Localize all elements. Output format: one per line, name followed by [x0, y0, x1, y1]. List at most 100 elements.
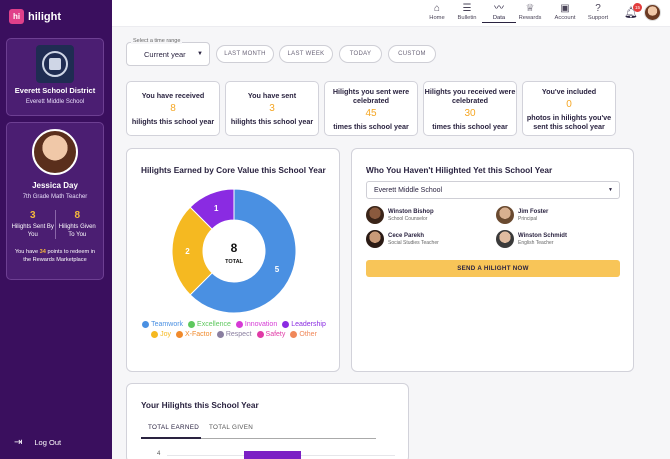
sent-card: You have sent 3 hilights this school yea…: [225, 81, 319, 136]
avatar: [496, 206, 514, 224]
donut-total: 8: [231, 241, 238, 255]
time-range-value: Current year: [144, 49, 186, 59]
legend-item-respect[interactable]: Respect: [216, 331, 252, 338]
legend-swatch: [290, 331, 298, 338]
chip-custom[interactable]: CUSTOM: [388, 45, 436, 63]
logout-label: Log Out: [34, 438, 62, 447]
brand-logo[interactable]: hi hilight: [9, 9, 61, 24]
core-value-donut-chart: 8 TOTAL 5 2 1: [171, 188, 297, 314]
your-hilights-title: Your Hilights this School Year: [141, 400, 259, 410]
person-role: English Teacher: [518, 239, 554, 246]
legend-item-leadership[interactable]: Leadership: [282, 321, 326, 328]
legend-item-other[interactable]: Other: [290, 331, 317, 338]
legend-label: Respect: [225, 331, 252, 338]
donut-slice-label: 2: [185, 247, 190, 256]
sent-card-bottom: hilights this school year: [230, 117, 314, 126]
sent-celebrated-top: Hilights you sent were celebrated: [332, 86, 410, 105]
legend-label: Other: [299, 331, 317, 338]
account-icon: ▣: [560, 3, 570, 14]
nav-account[interactable]: ▣ Account: [548, 3, 582, 21]
received-card: You have received 8 hilights this school…: [126, 81, 220, 136]
top-nav: ⌂ Home ☰ Bulletin 〰 Data ♕ Rewards ▣ Acc…: [112, 0, 670, 27]
chip-last-week[interactable]: LAST WEEK: [279, 45, 333, 63]
profile-role: 7th Grade Math Teacher: [22, 194, 88, 200]
help-icon: ?: [595, 3, 601, 14]
school-select[interactable]: Everett Middle School ▼: [366, 181, 620, 199]
person-cece-parekh[interactable]: Cece Parekh Social Studies Teacher: [366, 230, 439, 248]
sent-card-value: 3: [269, 103, 275, 114]
hilights-given-count: 8: [74, 210, 81, 221]
legend-label: X-Factor: [185, 331, 212, 338]
district-name: Everett School District: [14, 86, 96, 95]
core-value-title: Hilights Earned by Core Value this Schoo…: [141, 165, 326, 175]
active-tab-indicator: [141, 437, 201, 439]
photos-card-top: You've included: [541, 86, 597, 96]
list-icon: ☰: [462, 3, 472, 14]
nav-support[interactable]: ? Support: [581, 3, 615, 21]
unhilighted-title: Who You Haven't Hilighted Yet this Schoo…: [366, 165, 553, 175]
school-name: Everett Middle School: [25, 99, 85, 105]
profile-card: Jessica Day 7th Grade Math Teacher 3 Hil…: [6, 122, 104, 280]
legend-label: Joy: [160, 331, 171, 338]
person-winston-bishop[interactable]: Winston Bishop School Counselor: [366, 206, 434, 224]
send-hilight-button[interactable]: SEND A HILIGHT NOW: [366, 260, 620, 277]
home-icon: ⌂: [433, 3, 441, 14]
chip-last-month[interactable]: LAST MONTH: [216, 45, 274, 63]
nav-home[interactable]: ⌂ Home: [420, 3, 454, 21]
legend-swatch: [151, 331, 159, 338]
hilights-given-stat: 8 Hilights Given To You: [54, 210, 100, 240]
nav-bulletin[interactable]: ☰ Bulletin: [450, 3, 484, 21]
received-card-value: 8: [170, 103, 176, 114]
person-role: Principal: [518, 215, 538, 222]
legend-label: Leadership: [291, 321, 326, 328]
sent-celebrated-bottom: times this school year: [333, 121, 409, 131]
legend-item-excellence[interactable]: Excellence: [188, 321, 231, 328]
legend-swatch: [216, 331, 224, 338]
person-role: School Counselor: [388, 215, 428, 222]
district-card: Everett School District Everett Middle S…: [6, 38, 104, 116]
y-axis-tick: 4: [157, 451, 161, 457]
nav-home-label: Home: [429, 15, 445, 21]
person-jim-foster[interactable]: Jim Foster Principal: [496, 206, 548, 224]
received-card-top: You have received: [141, 91, 205, 100]
legend-item-safety[interactable]: Safety: [256, 331, 285, 338]
core-value-panel: Hilights Earned by Core Value this Schoo…: [126, 148, 340, 372]
legend-item-joy[interactable]: Joy: [151, 331, 171, 338]
legend-label: Teamwork: [151, 321, 184, 328]
tab-total-given[interactable]: TOTAL GIVEN: [209, 424, 254, 431]
donut-total-label: TOTAL: [225, 259, 243, 265]
trophy-icon: ♕: [525, 3, 535, 14]
profile-avatar: [32, 129, 78, 175]
legend-item-innovation[interactable]: Innovation: [235, 321, 278, 328]
hilights-sent-label: Hilights Sent By You: [11, 224, 54, 239]
legend-swatch: [176, 331, 183, 338]
photos-card-value: 0: [566, 98, 572, 110]
chip-today[interactable]: TODAY: [339, 45, 382, 63]
legend-label: Excellence: [197, 321, 231, 328]
person-name: Winston Schmidt: [518, 232, 567, 239]
legend-label: Innovation: [244, 321, 278, 328]
person-winston-schmidt[interactable]: Winston Schmidt English Teacher: [496, 230, 567, 248]
nav-rewards-label: Rewards: [518, 15, 542, 21]
tab-total-earned[interactable]: TOTAL EARNED: [148, 424, 200, 431]
legend-item-teamwork[interactable]: Teamwork: [142, 321, 183, 328]
sent-celebrated-card: Hilights you sent were celebrated 45 tim…: [324, 81, 418, 136]
legend-swatch: [235, 321, 243, 328]
avatar: [366, 206, 384, 224]
core-value-legend: Teamwork Excellence Innovation Leadership Jo…: [137, 321, 331, 338]
received-celebrated-value: 30: [464, 107, 476, 119]
nav-bulletin-label: Bulletin: [457, 15, 477, 21]
user-avatar[interactable]: [644, 4, 661, 21]
school-select-value: Everett Middle School: [374, 186, 443, 194]
person-name: Cece Parekh: [388, 232, 425, 239]
legend-item-x-factor[interactable]: X-Factor: [176, 331, 212, 338]
nav-rewards[interactable]: ♕ Rewards: [513, 3, 547, 21]
time-range-label: Select a time range: [131, 38, 183, 44]
avatar: [496, 230, 514, 248]
sent-card-top: You have sent: [247, 91, 297, 100]
trend-icon: 〰: [494, 3, 504, 14]
nav-data[interactable]: 〰 Data: [482, 3, 516, 23]
chevron-down-icon: ▼: [608, 187, 613, 193]
logout-link[interactable]: ⇥ Log Out: [14, 437, 61, 448]
time-range-select[interactable]: Current year ▼: [126, 42, 210, 66]
